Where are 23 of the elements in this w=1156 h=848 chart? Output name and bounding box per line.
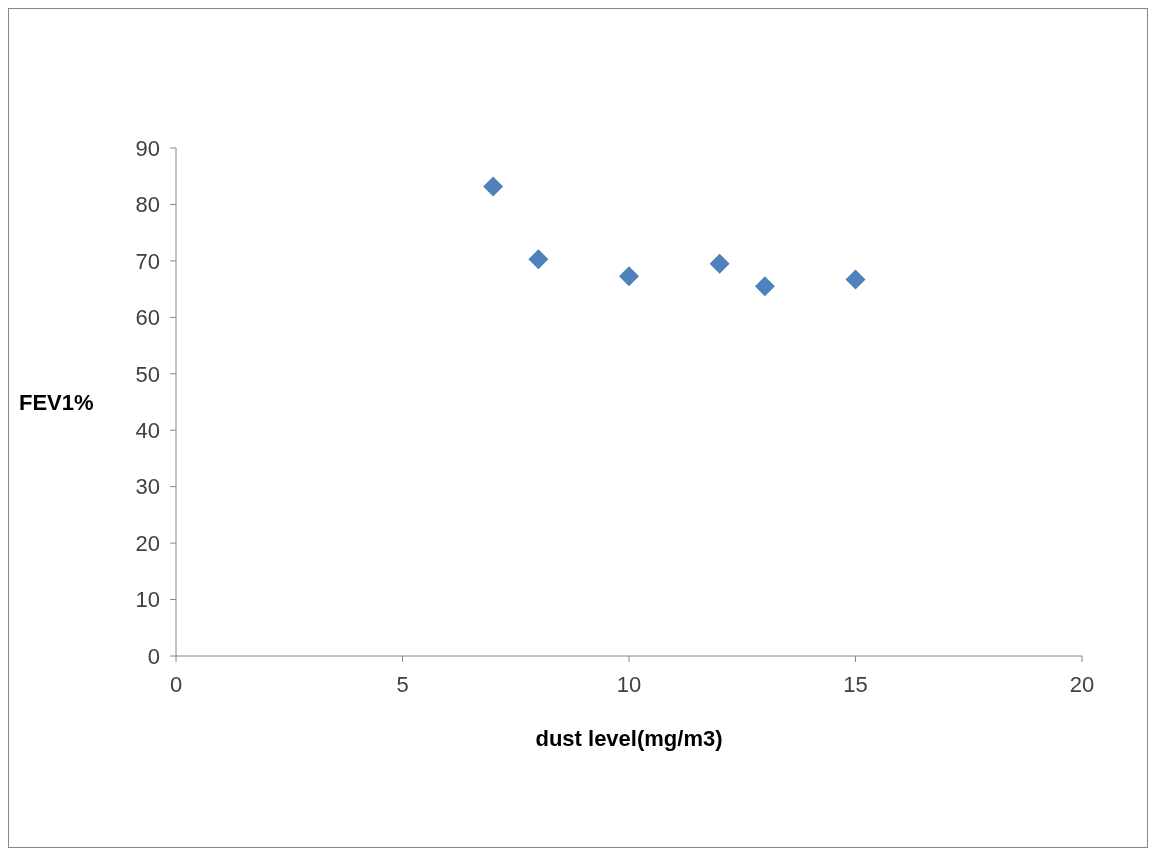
- y-tick-label: 50: [135, 361, 160, 387]
- y-tick-label: 40: [135, 418, 160, 444]
- point: [619, 266, 639, 287]
- x-tick-label: 0: [169, 671, 183, 697]
- x-tick-label: 5: [396, 671, 409, 697]
- x-tick-label: 10: [616, 671, 642, 697]
- y-axis-title: FEV1%: [19, 389, 94, 415]
- y-tick-label: 90: [135, 135, 160, 161]
- point: [483, 176, 504, 197]
- y-tick-label: 30: [135, 474, 160, 500]
- y-tick-label: 20: [135, 530, 160, 556]
- y-tick-label: 0: [147, 643, 160, 669]
- point: [754, 276, 775, 297]
- x-tick-label: 15: [843, 671, 868, 697]
- y-tick-label: 10: [135, 587, 160, 613]
- x-tick-label: 20: [1069, 671, 1095, 697]
- point: [528, 249, 549, 270]
- x-axis-title: dust level(mg/m3): [535, 726, 723, 751]
- point: [709, 253, 730, 274]
- point: [845, 269, 866, 290]
- y-tick-label: 60: [135, 305, 160, 331]
- y-tick-label: 70: [135, 248, 160, 274]
- y-tick-label: 80: [135, 192, 160, 218]
